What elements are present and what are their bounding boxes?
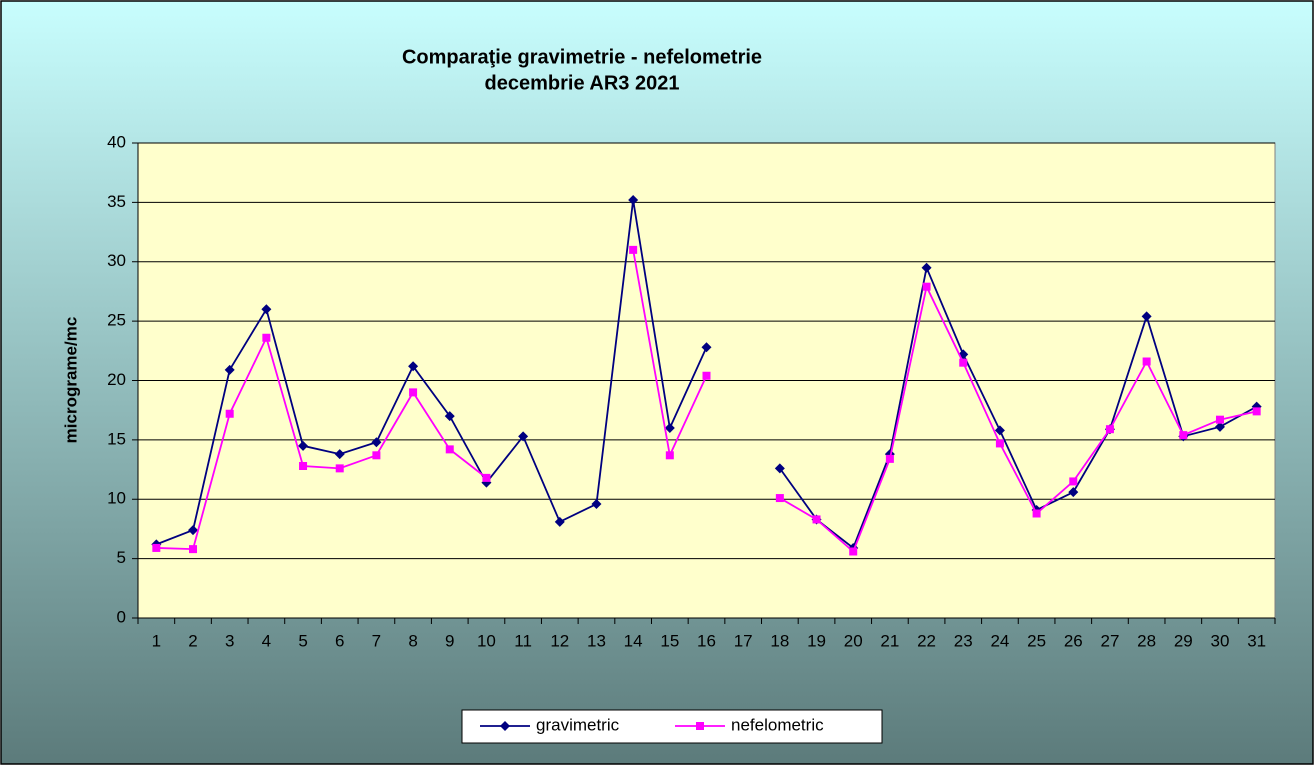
marker	[261, 304, 272, 315]
marker	[701, 342, 712, 353]
marker	[849, 547, 858, 556]
x-tick-label: 17	[734, 631, 753, 650]
y-tick-label: 35	[107, 192, 126, 211]
marker	[1215, 415, 1224, 424]
marker	[408, 361, 419, 372]
marker	[482, 473, 491, 482]
y-axis-title: micrograme/mc	[61, 317, 80, 444]
marker	[959, 358, 968, 367]
x-tick-label: 27	[1100, 631, 1119, 650]
marker	[1069, 477, 1078, 486]
marker	[1179, 431, 1188, 440]
y-tick-label: 40	[107, 132, 126, 151]
marker	[696, 722, 704, 730]
marker	[1105, 425, 1114, 434]
x-tick-label: 16	[697, 631, 716, 650]
chart-title: decembrie AR3 2021	[485, 72, 680, 94]
x-tick-label: 2	[188, 631, 197, 650]
x-tick-label: 25	[1027, 631, 1046, 650]
marker	[665, 451, 674, 460]
chart-title: Comparaţie gravimetrie - nefelometrie	[402, 46, 762, 68]
legend	[461, 709, 883, 744]
marker	[500, 721, 510, 731]
x-tick-label: 3	[225, 631, 234, 650]
series-line	[156, 199, 1258, 550]
y-tick-label: 10	[107, 489, 126, 508]
x-tick-label: 12	[550, 631, 569, 650]
y-tick-label: 15	[107, 429, 126, 448]
x-tick-label: 7	[372, 631, 381, 650]
y-tick-label: 20	[107, 370, 126, 389]
y-tick-label: 30	[107, 251, 126, 270]
marker	[335, 464, 344, 473]
x-tick-label: 10	[477, 631, 496, 650]
x-tick-label: 29	[1174, 631, 1193, 650]
marker	[885, 454, 894, 463]
marker	[629, 245, 638, 254]
marker	[774, 463, 785, 474]
x-tick-label: 19	[807, 631, 826, 650]
marker	[664, 423, 675, 433]
x-tick-label: 24	[990, 631, 1009, 650]
marker	[189, 545, 198, 554]
marker	[775, 494, 784, 503]
x-tick-label: 18	[770, 631, 789, 650]
marker	[262, 333, 271, 342]
y-tick-label: 0	[117, 607, 126, 626]
marker	[188, 525, 199, 536]
x-tick-label: 23	[954, 631, 973, 650]
marker	[922, 282, 931, 291]
marker	[994, 425, 1005, 436]
x-tick-label: 6	[335, 631, 344, 650]
marker	[1142, 357, 1151, 366]
legend-label: gravimetric	[536, 715, 620, 734]
marker	[995, 439, 1004, 448]
x-tick-label: 31	[1247, 631, 1266, 650]
marker	[1252, 407, 1261, 416]
marker	[628, 195, 639, 205]
marker	[371, 437, 382, 448]
x-tick-label: 13	[587, 631, 606, 650]
marker	[445, 445, 454, 454]
marker	[702, 371, 711, 380]
marker	[444, 411, 455, 422]
x-tick-label: 8	[408, 631, 417, 650]
marker	[224, 364, 235, 375]
x-tick-label: 22	[917, 631, 936, 650]
marker	[1214, 421, 1225, 432]
y-tick-label: 25	[107, 311, 126, 330]
x-tick-label: 21	[880, 631, 899, 650]
marker	[518, 431, 529, 442]
marker	[1141, 311, 1152, 322]
marker	[298, 440, 309, 451]
marker	[591, 499, 602, 509]
marker	[372, 451, 381, 460]
marker	[225, 409, 234, 418]
x-tick-label: 28	[1137, 631, 1156, 650]
marker	[299, 462, 308, 470]
x-tick-label: 11	[514, 631, 532, 650]
x-tick-label: 14	[624, 631, 643, 650]
x-tick-label: 5	[298, 631, 307, 650]
marker	[554, 516, 565, 527]
x-tick-label: 1	[152, 631, 161, 650]
marker	[409, 388, 418, 397]
marker	[152, 543, 161, 552]
legend-label: nefelometric	[731, 715, 824, 734]
marker	[1032, 509, 1041, 518]
marker	[334, 449, 345, 460]
marker	[812, 515, 821, 524]
x-tick-label: 4	[262, 631, 271, 650]
marker	[1068, 487, 1079, 498]
x-tick-label: 26	[1064, 631, 1083, 650]
x-tick-label: 30	[1211, 631, 1230, 650]
x-tick-label: 15	[660, 631, 679, 650]
x-tick-label: 9	[445, 631, 454, 650]
x-tick-label: 20	[844, 631, 863, 650]
y-tick-label: 5	[117, 548, 126, 567]
marker	[921, 262, 932, 273]
